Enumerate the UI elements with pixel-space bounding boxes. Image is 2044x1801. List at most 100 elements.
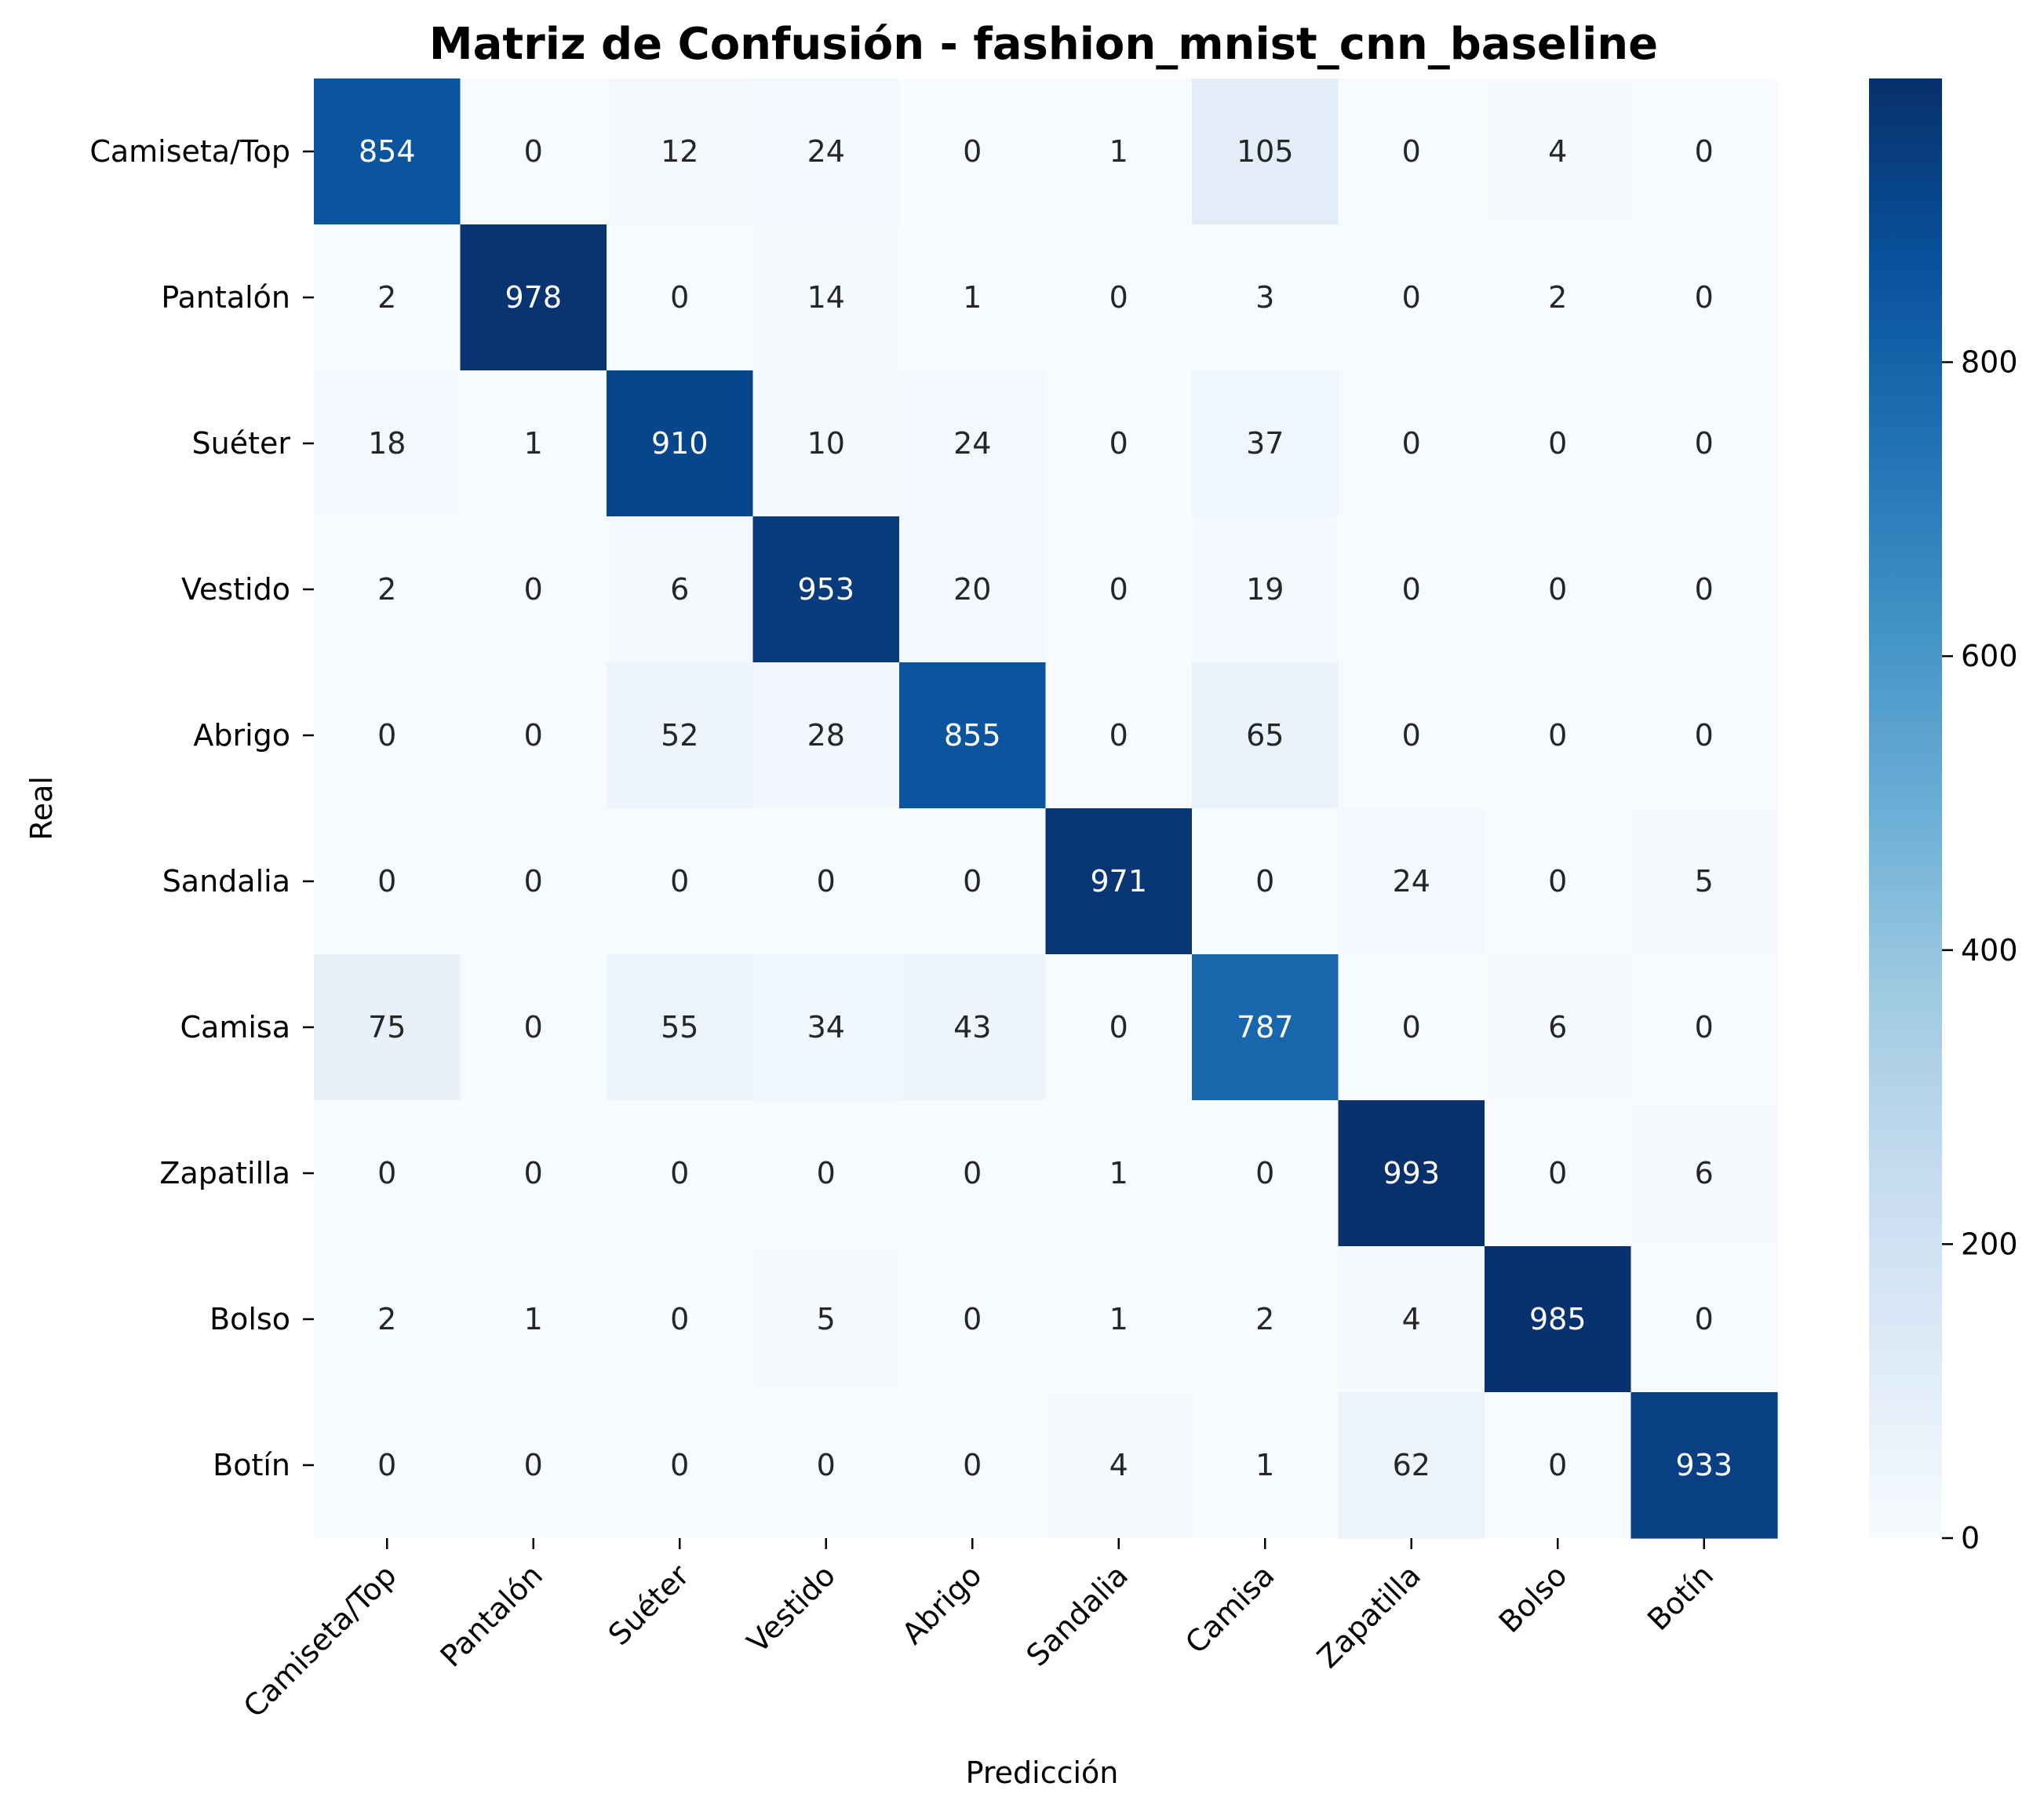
cell-value-label: 0 xyxy=(817,1448,836,1482)
heatmap-cell xyxy=(314,224,461,371)
heatmap-cell xyxy=(1485,224,1632,371)
heatmap-cell xyxy=(752,662,900,809)
heatmap-cell xyxy=(1630,516,1778,663)
cell-value-label: 1 xyxy=(1109,134,1128,169)
cell-value-label: 1 xyxy=(1109,1156,1128,1190)
x-axis-ticks: Camiseta/Top Pantalón Suéter Vestido Abrigo S… xyxy=(237,1538,1720,1724)
y-tick-label: Botín xyxy=(213,1448,290,1482)
heatmap-cell xyxy=(899,1392,1047,1539)
heatmap-cell xyxy=(1338,224,1485,371)
cell-value-label: 0 xyxy=(1695,134,1714,169)
cell-value-label: 105 xyxy=(1237,134,1294,169)
cell-value-label: 0 xyxy=(817,1156,836,1190)
heatmap-cell xyxy=(1192,1246,1339,1393)
cell-value-label: 52 xyxy=(661,718,698,753)
cell-value-label: 55 xyxy=(661,1010,698,1045)
cell-value-label: 1 xyxy=(963,280,982,315)
heatmap-cell xyxy=(314,1100,461,1247)
x-tick-label: Sandalia xyxy=(1020,1558,1135,1673)
x-tick-label: Camiseta/Top xyxy=(237,1558,403,1724)
heatmap-cell xyxy=(314,662,461,809)
heatmap-cell xyxy=(607,662,754,809)
cell-value-label: 0 xyxy=(524,1156,543,1190)
cell-value-label: 0 xyxy=(524,1010,543,1045)
cell-value-label: 14 xyxy=(807,280,845,315)
cell-value-label: 0 xyxy=(1548,864,1567,899)
cell-value-label: 0 xyxy=(1548,1156,1567,1190)
cell-value-label: 1 xyxy=(524,1302,543,1336)
cell-value-label: 0 xyxy=(524,572,543,607)
heatmap-cell xyxy=(1192,370,1339,517)
heatmap-cell xyxy=(607,1246,754,1393)
heatmap-cell xyxy=(607,78,754,225)
cell-value-label: 6 xyxy=(670,572,689,607)
heatmap-cell xyxy=(899,224,1047,371)
cell-value-label: 6 xyxy=(1695,1156,1714,1190)
heatmap-cell xyxy=(1192,662,1339,809)
heatmap-cell xyxy=(314,370,461,517)
heatmap-cell xyxy=(1192,516,1339,663)
y-tick-label: Abrigo xyxy=(193,718,290,753)
cell-value-label: 0 xyxy=(1109,572,1128,607)
cell-value-label: 0 xyxy=(1695,280,1714,315)
heatmap-cell xyxy=(1485,1392,1632,1539)
x-tick-label: Zapatilla xyxy=(1310,1558,1427,1675)
heatmap-cell xyxy=(1192,78,1339,225)
cell-value-label: 2 xyxy=(377,280,396,315)
heatmap-cell xyxy=(1338,808,1485,955)
cell-value-label: 24 xyxy=(953,426,991,461)
cell-value-label: 0 xyxy=(963,1302,982,1336)
cell-value-label: 787 xyxy=(1237,1010,1294,1045)
cell-value-label: 5 xyxy=(1695,864,1714,899)
cell-value-label: 1 xyxy=(1109,1302,1128,1336)
cell-value-label: 0 xyxy=(670,280,689,315)
cell-value-label: 0 xyxy=(1402,1010,1421,1045)
cell-value-label: 19 xyxy=(1246,572,1284,607)
y-tick-label: Pantalón xyxy=(161,280,290,315)
cell-value-label: 953 xyxy=(797,572,854,607)
heatmap-cell xyxy=(1045,516,1193,663)
heatmap-cell xyxy=(1045,808,1193,955)
heatmap-cell xyxy=(607,1392,754,1539)
cell-value-label: 4 xyxy=(1548,134,1567,169)
colorbar-tick-label: 200 xyxy=(1961,1227,2018,1261)
cell-value-label: 18 xyxy=(368,426,406,461)
cell-value-label: 0 xyxy=(963,1448,982,1482)
cell-value-label: 34 xyxy=(807,1010,845,1045)
heatmap-cell xyxy=(1045,370,1193,517)
heatmap-cell xyxy=(460,78,607,225)
heatmap-cell xyxy=(1192,954,1339,1101)
cell-value-label: 0 xyxy=(377,1448,396,1482)
heatmap-cell xyxy=(752,1100,900,1247)
cell-value-label: 0 xyxy=(1109,426,1128,461)
cell-value-label: 2 xyxy=(1255,1302,1274,1336)
heatmap-cell xyxy=(1045,662,1193,809)
cell-value-label: 3 xyxy=(1255,280,1274,315)
cell-value-label: 2 xyxy=(377,1302,396,1336)
heatmap-cell xyxy=(314,516,461,663)
y-tick-label: Camisa xyxy=(180,1010,290,1045)
cell-value-label: 4 xyxy=(1109,1448,1128,1482)
cell-value-label: 0 xyxy=(1255,1156,1274,1190)
cell-value-label: 43 xyxy=(953,1010,991,1045)
cell-value-label: 0 xyxy=(670,864,689,899)
heatmap-cell xyxy=(607,954,754,1101)
heatmap-cell xyxy=(460,370,607,517)
heatmap-cell xyxy=(1630,954,1778,1101)
colorbar xyxy=(1869,78,1942,1538)
cell-value-label: 0 xyxy=(1548,426,1567,461)
heatmap-cell xyxy=(1338,370,1485,517)
cell-value-label: 0 xyxy=(1109,280,1128,315)
heatmap-cell xyxy=(1192,1100,1339,1247)
heatmap-cell xyxy=(607,370,754,517)
heatmap-cell xyxy=(1045,78,1193,225)
heatmap-cell xyxy=(752,224,900,371)
cell-value-label: 0 xyxy=(1402,426,1421,461)
heatmap-cell xyxy=(1630,662,1778,809)
heatmap-cell xyxy=(460,1392,607,1539)
cell-value-label: 0 xyxy=(1548,572,1567,607)
heatmap-cell xyxy=(1338,1246,1485,1393)
cell-value-label: 0 xyxy=(1695,718,1714,753)
heatmap-cell xyxy=(1485,370,1632,517)
